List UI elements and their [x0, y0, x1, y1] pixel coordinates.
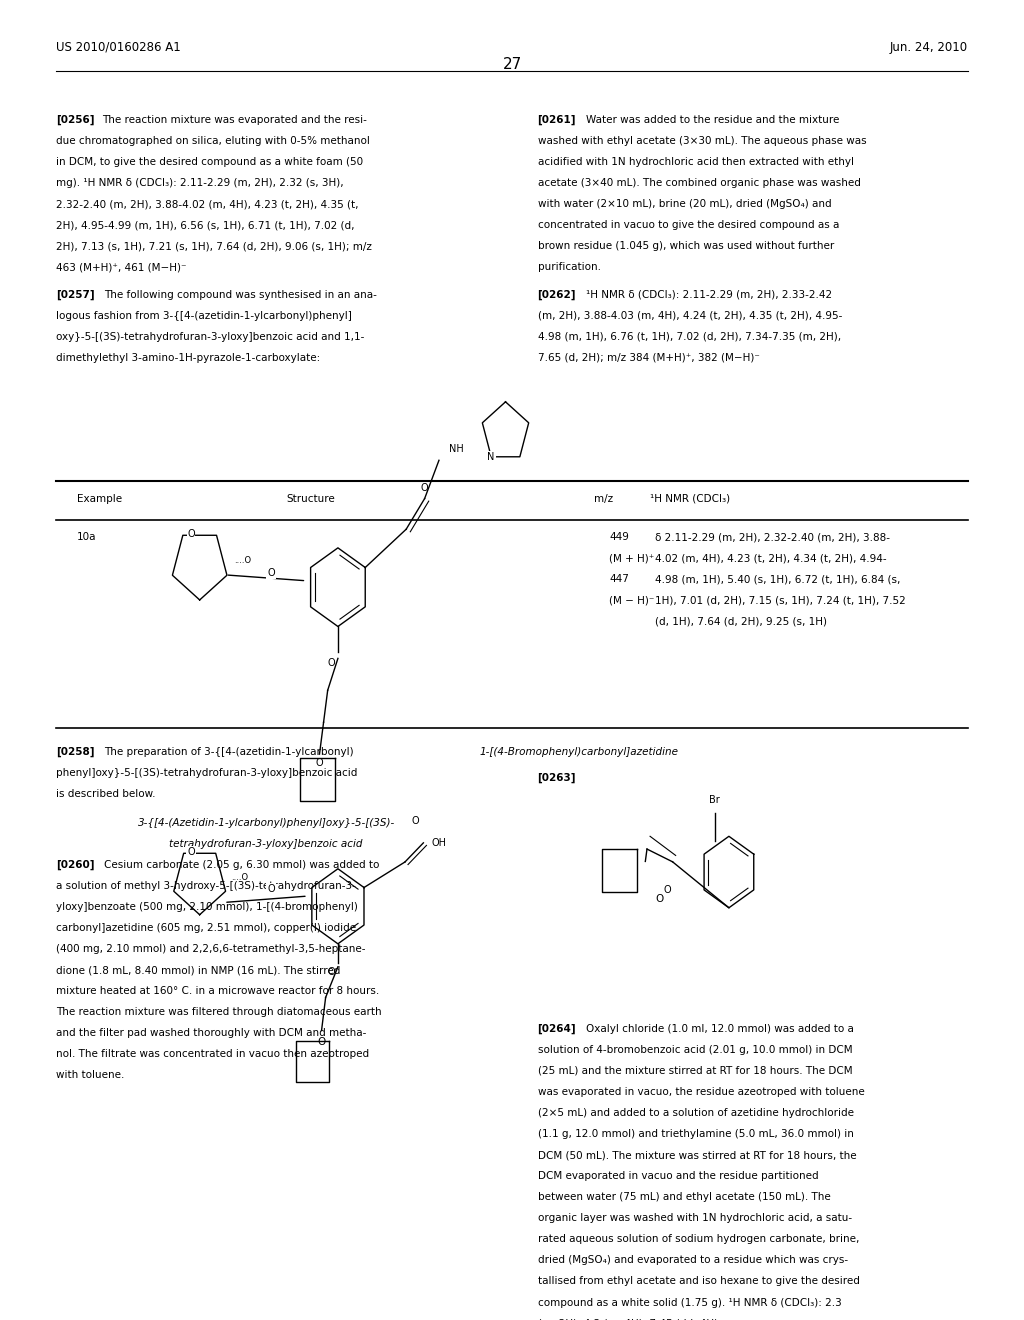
Text: dimethylethyl 3-amino-1H-pyrazole-1-carboxylate:: dimethylethyl 3-amino-1H-pyrazole-1-carb…	[56, 352, 321, 363]
Text: O: O	[317, 1038, 326, 1047]
Text: (25 mL) and the mixture stirred at RT for 18 hours. The DCM: (25 mL) and the mixture stirred at RT fo…	[538, 1065, 852, 1076]
Text: [0261]: [0261]	[538, 115, 577, 125]
Text: [0256]: [0256]	[56, 115, 95, 125]
Text: O: O	[421, 483, 428, 494]
Text: brown residue (1.045 g), which was used without further: brown residue (1.045 g), which was used …	[538, 242, 834, 251]
Text: mg). ¹H NMR δ (CDCl₃): 2.11-2.29 (m, 2H), 2.32 (s, 3H),: mg). ¹H NMR δ (CDCl₃): 2.11-2.29 (m, 2H)…	[56, 178, 344, 187]
Text: organic layer was washed with 1N hydrochloric acid, a satu-: organic layer was washed with 1N hydroch…	[538, 1213, 852, 1224]
Text: (m, 2H), 3.88-4.03 (m, 4H), 4.24 (t, 2H), 4.35 (t, 2H), 4.95-: (m, 2H), 3.88-4.03 (m, 4H), 4.24 (t, 2H)…	[538, 310, 842, 321]
Text: DCM (50 mL). The mixture was stirred at RT for 18 hours, the: DCM (50 mL). The mixture was stirred at …	[538, 1150, 856, 1160]
Text: 4.02 (m, 4H), 4.23 (t, 2H), 4.34 (t, 2H), 4.94-: 4.02 (m, 4H), 4.23 (t, 2H), 4.34 (t, 2H)…	[655, 553, 887, 564]
Text: (1.1 g, 12.0 mmol) and triethylamine (5.0 mL, 36.0 mmol) in: (1.1 g, 12.0 mmol) and triethylamine (5.…	[538, 1129, 853, 1139]
Text: oxy}-5-[(3S)-tetrahydrofuran-3-yloxy]benzoic acid and 1,1-: oxy}-5-[(3S)-tetrahydrofuran-3-yloxy]ben…	[56, 331, 365, 342]
Text: dried (MgSO₄) and evaporated to a residue which was crys-: dried (MgSO₄) and evaporated to a residu…	[538, 1255, 848, 1266]
Text: O: O	[187, 847, 195, 857]
Text: Cesium carbonate (2.05 g, 6.30 mmol) was added to: Cesium carbonate (2.05 g, 6.30 mmol) was…	[104, 859, 380, 870]
Text: carbonyl]azetidine (605 mg, 2.51 mmol), copper(I) iodide: carbonyl]azetidine (605 mg, 2.51 mmol), …	[56, 923, 356, 933]
Text: O: O	[267, 569, 274, 578]
Text: ¹H NMR (CDCl₃): ¹H NMR (CDCl₃)	[650, 494, 730, 504]
Text: The reaction mixture was evaporated and the resi-: The reaction mixture was evaporated and …	[102, 115, 368, 125]
Text: Water was added to the residue and the mixture: Water was added to the residue and the m…	[586, 115, 839, 125]
Text: 4.98 (m, 1H), 5.40 (s, 1H), 6.72 (t, 1H), 6.84 (s,: 4.98 (m, 1H), 5.40 (s, 1H), 6.72 (t, 1H)…	[655, 574, 901, 585]
Text: [0260]: [0260]	[56, 859, 95, 870]
Text: The preparation of 3-{[4-(azetidin-1-ylcarbonyl): The preparation of 3-{[4-(azetidin-1-ylc…	[104, 747, 354, 756]
Text: [0258]: [0258]	[56, 747, 95, 756]
Text: [0257]: [0257]	[56, 290, 95, 300]
Text: O: O	[267, 884, 274, 894]
Text: 463 (M+H)⁺, 461 (M−H)⁻: 463 (M+H)⁺, 461 (M−H)⁻	[56, 263, 186, 272]
Text: (M − H)⁻: (M − H)⁻	[609, 595, 654, 606]
Text: [0263]: [0263]	[538, 772, 577, 783]
Text: 7.65 (d, 2H); m/z 384 (M+H)⁺, 382 (M−H)⁻: 7.65 (d, 2H); m/z 384 (M+H)⁺, 382 (M−H)⁻	[538, 352, 760, 363]
Text: 2H), 7.13 (s, 1H), 7.21 (s, 1H), 7.64 (d, 2H), 9.06 (s, 1H); m/z: 2H), 7.13 (s, 1H), 7.21 (s, 1H), 7.64 (d…	[56, 242, 372, 251]
Text: 10a: 10a	[77, 532, 96, 543]
Text: acetate (3×40 mL). The combined organic phase was washed: acetate (3×40 mL). The combined organic …	[538, 178, 860, 187]
Text: ¹H NMR δ (CDCl₃): 2.11-2.29 (m, 2H), 2.33-2.42: ¹H NMR δ (CDCl₃): 2.11-2.29 (m, 2H), 2.3…	[586, 290, 831, 300]
Text: tetrahydrofuran-3-yloxy]benzoic acid: tetrahydrofuran-3-yloxy]benzoic acid	[170, 838, 362, 849]
Text: tallised from ethyl acetate and iso hexane to give the desired: tallised from ethyl acetate and iso hexa…	[538, 1276, 859, 1287]
Text: (d, 1H), 7.64 (d, 2H), 9.25 (s, 1H): (d, 1H), 7.64 (d, 2H), 9.25 (s, 1H)	[655, 616, 827, 627]
Text: [0264]: [0264]	[538, 1024, 577, 1034]
Text: purification.: purification.	[538, 263, 601, 272]
Text: O: O	[664, 884, 672, 895]
Text: with water (2×10 mL), brine (20 mL), dried (MgSO₄) and: with water (2×10 mL), brine (20 mL), dri…	[538, 199, 831, 209]
Text: with toluene.: with toluene.	[56, 1071, 125, 1080]
Text: 2.32-2.40 (m, 2H), 3.88-4.02 (m, 4H), 4.23 (t, 2H), 4.35 (t,: 2.32-2.40 (m, 2H), 3.88-4.02 (m, 4H), 4.…	[56, 199, 358, 209]
Text: 447: 447	[609, 574, 629, 585]
Text: 449: 449	[609, 532, 629, 543]
Text: 1H), 7.01 (d, 2H), 7.15 (s, 1H), 7.24 (t, 1H), 7.52: 1H), 7.01 (d, 2H), 7.15 (s, 1H), 7.24 (t…	[655, 595, 906, 606]
Text: (M + H)⁺: (M + H)⁺	[609, 553, 654, 564]
Text: is described below.: is described below.	[56, 789, 156, 799]
Text: The following compound was synthesised in an ana-: The following compound was synthesised i…	[104, 290, 377, 300]
Text: and the filter pad washed thoroughly with DCM and metha-: and the filter pad washed thoroughly wit…	[56, 1028, 367, 1039]
Text: a solution of methyl 3-hydroxy-5-[(3S)-tetrahydrofuran-3-: a solution of methyl 3-hydroxy-5-[(3S)-t…	[56, 880, 356, 891]
Text: 3-{[4-(Azetidin-1-ylcarbonyl)phenyl]oxy}-5-[(3S)-: 3-{[4-(Azetidin-1-ylcarbonyl)phenyl]oxy}…	[137, 817, 395, 828]
Text: washed with ethyl acetate (3×30 mL). The aqueous phase was: washed with ethyl acetate (3×30 mL). The…	[538, 136, 866, 147]
Text: O: O	[655, 894, 664, 904]
Text: phenyl]oxy}-5-[(3S)-tetrahydrofuran-3-yloxy]benzoic acid: phenyl]oxy}-5-[(3S)-tetrahydrofuran-3-yl…	[56, 768, 357, 777]
Text: dione (1.8 mL, 8.40 mmol) in NMP (16 mL). The stirred: dione (1.8 mL, 8.40 mmol) in NMP (16 mL)…	[56, 965, 341, 975]
Text: DCM evaporated in vacuo and the residue partitioned: DCM evaporated in vacuo and the residue …	[538, 1171, 818, 1181]
Text: Example: Example	[77, 494, 122, 504]
Text: due chromatographed on silica, eluting with 0-5% methanol: due chromatographed on silica, eluting w…	[56, 136, 371, 147]
Text: The reaction mixture was filtered through diatomaceous earth: The reaction mixture was filtered throug…	[56, 1007, 382, 1018]
Text: N: N	[487, 451, 495, 462]
Text: in DCM, to give the desired compound as a white foam (50: in DCM, to give the desired compound as …	[56, 157, 364, 168]
Text: δ 2.11-2.29 (m, 2H), 2.32-2.40 (m, 2H), 3.88-: δ 2.11-2.29 (m, 2H), 2.32-2.40 (m, 2H), …	[655, 532, 890, 543]
Text: ....O: ....O	[231, 873, 249, 882]
Text: compound as a white solid (1.75 g). ¹H NMR δ (CDCl₃): 2.3: compound as a white solid (1.75 g). ¹H N…	[538, 1298, 842, 1308]
Text: Structure: Structure	[287, 494, 336, 504]
Text: O: O	[315, 758, 324, 768]
Text: yloxy]benzoate (500 mg, 2.10 mmol), 1-[(4-bromophenyl): yloxy]benzoate (500 mg, 2.10 mmol), 1-[(…	[56, 902, 358, 912]
Text: O: O	[328, 966, 335, 977]
Text: 1-[(4-Bromophenyl)carbonyl]azetidine: 1-[(4-Bromophenyl)carbonyl]azetidine	[479, 747, 678, 756]
Text: Br: Br	[710, 796, 720, 805]
Text: US 2010/0160286 A1: US 2010/0160286 A1	[56, 41, 181, 54]
Text: Jun. 24, 2010: Jun. 24, 2010	[890, 41, 968, 54]
Text: solution of 4-bromobenzoic acid (2.01 g, 10.0 mmol) in DCM: solution of 4-bromobenzoic acid (2.01 g,…	[538, 1045, 852, 1055]
Text: Oxalyl chloride (1.0 ml, 12.0 mmol) was added to a: Oxalyl chloride (1.0 ml, 12.0 mmol) was …	[586, 1024, 854, 1034]
Text: (2×5 mL) and added to a solution of azetidine hydrochloride: (2×5 mL) and added to a solution of azet…	[538, 1107, 854, 1118]
Text: [0262]: [0262]	[538, 290, 577, 300]
Text: acidified with 1N hydrochloric acid then extracted with ethyl: acidified with 1N hydrochloric acid then…	[538, 157, 854, 168]
Text: NH: NH	[450, 444, 464, 454]
Text: O: O	[328, 659, 335, 668]
Text: mixture heated at 160° C. in a microwave reactor for 8 hours.: mixture heated at 160° C. in a microwave…	[56, 986, 380, 997]
Text: 4.98 (m, 1H), 6.76 (t, 1H), 7.02 (d, 2H), 7.34-7.35 (m, 2H),: 4.98 (m, 1H), 6.76 (t, 1H), 7.02 (d, 2H)…	[538, 331, 841, 342]
Text: was evaporated in vacuo, the residue azeotroped with toluene: was evaporated in vacuo, the residue aze…	[538, 1086, 864, 1097]
Text: m/z: m/z	[594, 494, 613, 504]
Text: 2H), 4.95-4.99 (m, 1H), 6.56 (s, 1H), 6.71 (t, 1H), 7.02 (d,: 2H), 4.95-4.99 (m, 1H), 6.56 (s, 1H), 6.…	[56, 220, 355, 230]
Text: rated aqueous solution of sodium hydrogen carbonate, brine,: rated aqueous solution of sodium hydroge…	[538, 1234, 859, 1245]
Text: nol. The filtrate was concentrated in vacuo then azeotroped: nol. The filtrate was concentrated in va…	[56, 1049, 370, 1059]
Text: 27: 27	[503, 58, 521, 73]
Text: logous fashion from 3-{[4-(azetidin-1-ylcarbonyl)phenyl]: logous fashion from 3-{[4-(azetidin-1-yl…	[56, 310, 352, 321]
Text: O: O	[187, 529, 195, 539]
Text: ....O: ....O	[234, 556, 251, 565]
Text: OH: OH	[431, 838, 446, 847]
Text: between water (75 mL) and ethyl acetate (150 mL). The: between water (75 mL) and ethyl acetate …	[538, 1192, 830, 1203]
Text: O: O	[412, 816, 419, 826]
Text: (m, 2H), 4.2 (m, 4H), 7.45 (dd, 4H).: (m, 2H), 4.2 (m, 4H), 7.45 (dd, 4H).	[538, 1319, 721, 1320]
Text: concentrated in vacuo to give the desired compound as a: concentrated in vacuo to give the desire…	[538, 220, 839, 230]
Text: (400 mg, 2.10 mmol) and 2,2,6,6-tetramethyl-3,5-heptane-: (400 mg, 2.10 mmol) and 2,2,6,6-tetramet…	[56, 944, 366, 954]
